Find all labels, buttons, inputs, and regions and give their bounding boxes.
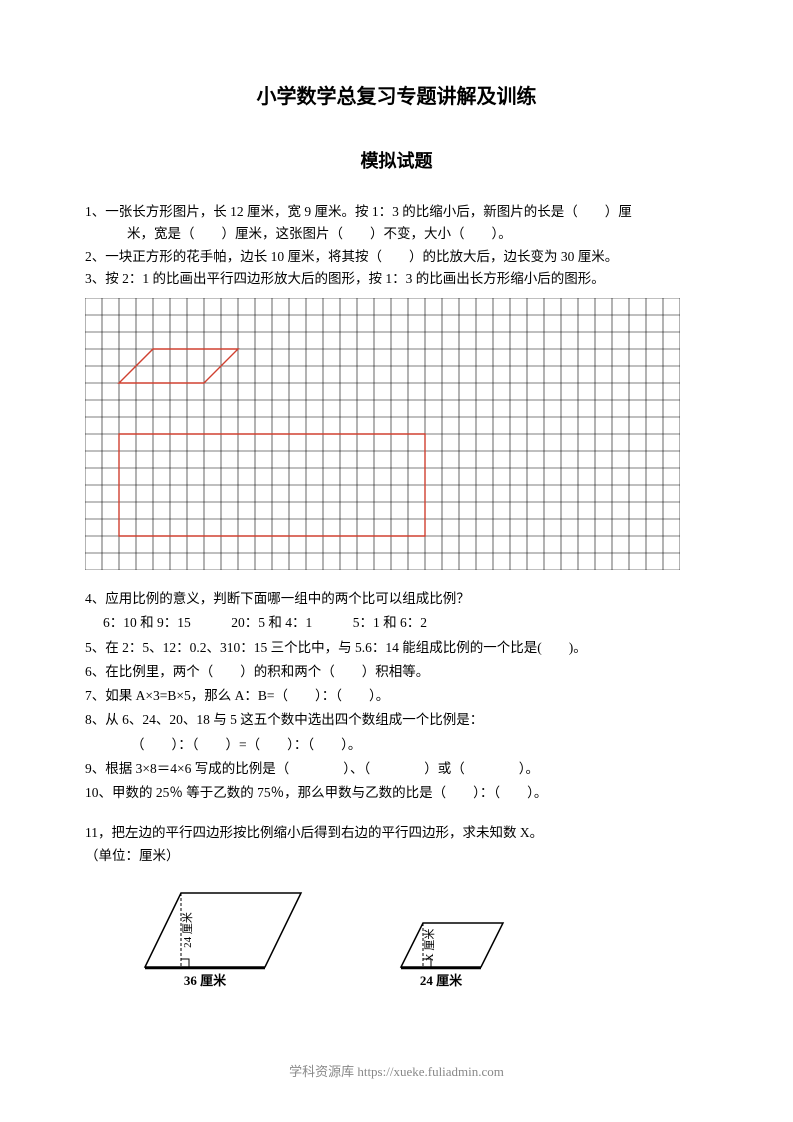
parallelogram-figures: 36 厘米 24 厘米 24 厘米 X 厘米 [85,891,708,993]
question-3: 3、按 2：1 的比画出平行四边形放大后的图形，按 1：3 的比画出长方形缩小后… [85,268,708,290]
question-11-line2: （单位：厘米） [85,845,708,867]
question-1-line2: 米，宽是（ ）厘米，这张图片（ ）不变，大小（ ）。 [85,223,708,245]
question-7: 7、如果 A×3=B×5，那么 A：B=（ ）：（ ）。 [85,685,708,707]
parallelogram-large: 36 厘米 24 厘米 [135,891,311,993]
svg-text:24 厘米: 24 厘米 [181,912,194,948]
question-9: 9、根据 3×8＝4×6 写成的比例是（ ）、（ ）或（ ）。 [85,758,708,780]
question-11-line1: 11，把左边的平行四边形按比例缩小后得到右边的平行四边形，求未知数 X。 [85,822,708,844]
sub-title: 模拟试题 [85,147,708,173]
parallelogram-small: 24 厘米 X 厘米 [391,921,513,993]
svg-text:24 厘米: 24 厘米 [420,973,463,988]
question-10: 10、甲数的 25％ 等于乙数的 75％，那么甲数与乙数的比是（ ）：（ ）。 [85,782,708,804]
question-4: 4、应用比例的意义，判断下面哪一组中的两个比可以组成比例？ [85,588,708,610]
question-2: 2、一块正方形的花手帕，边长 10 厘米，将其按（ ）的比放大后，边长变为 30… [85,246,708,268]
grid-svg [85,298,680,570]
footer-text: 学科资源库 https://xueke.fuliadmin.com [0,1061,793,1080]
main-title: 小学数学总复习专题讲解及训练 [85,80,708,109]
grid-figure [85,298,708,570]
svg-text:X 厘米: X 厘米 [423,929,436,962]
question-1-line1: 1、一张长方形图片，长 12 厘米，宽 9 厘米。按 1：3 的比缩小后，新图片… [85,201,708,223]
question-8: 8、从 6、24、20、18 与 5 这五个数中选出四个数组成一个比例是： [85,709,708,731]
question-8-sub: （ ）：（ ）=（ ）：（ ）。 [85,734,708,756]
question-6: 6、在比例里，两个（ ）的积和两个（ ）积相等。 [85,661,708,683]
question-4-sub: 6：10 和 9：15 20：5 和 4：1 5：1 和 6：2 [85,612,708,634]
svg-text:36 厘米: 36 厘米 [184,973,227,988]
question-5: 5、在 2：5、12：0.2、310：15 三个比中，与 5.6：14 能组成比… [85,637,708,659]
